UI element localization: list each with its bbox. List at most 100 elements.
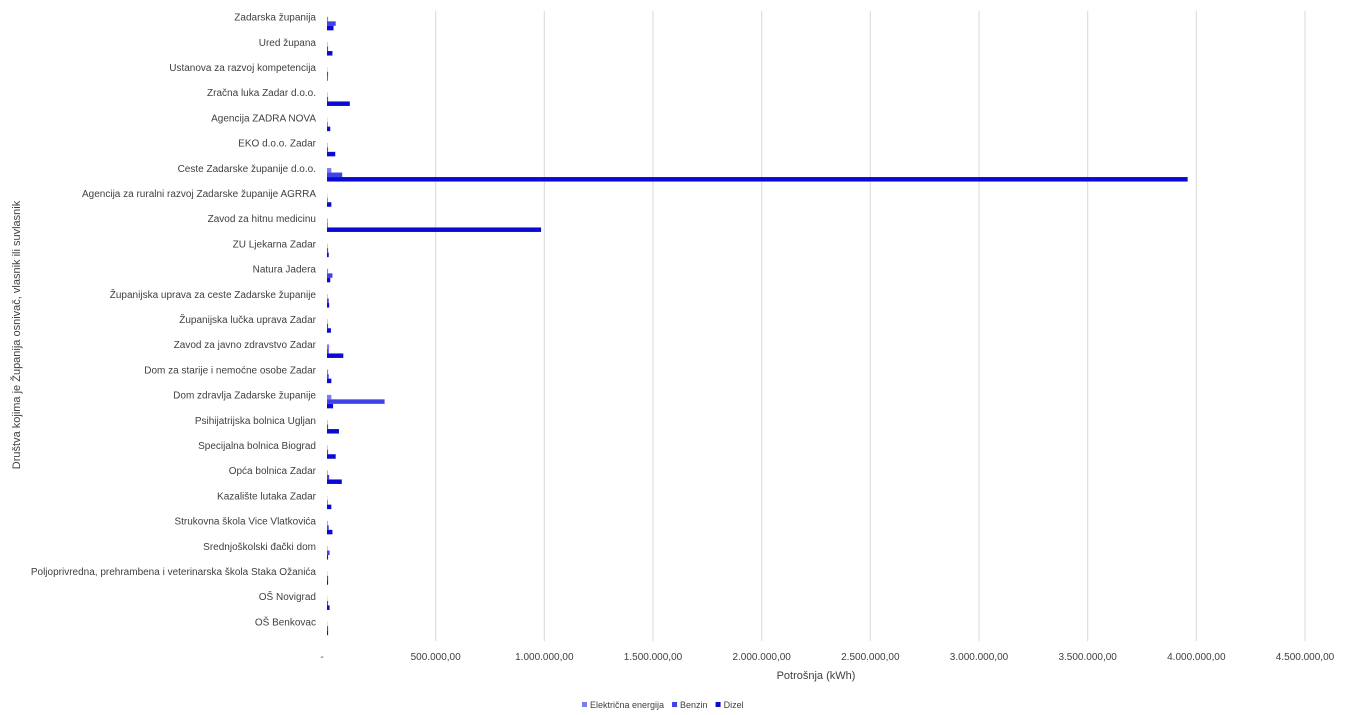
category-label: Županijska lučka uprava Zadar [179,313,316,326]
bar [327,600,329,606]
bar [327,424,329,430]
category-label: Natura Jadera [253,265,317,276]
bar [327,580,329,585]
bar [327,449,329,455]
legend-swatch [582,702,587,707]
bar [327,177,1188,182]
category-label: Specijalna bolnica Biograd [198,441,316,452]
bar [327,630,329,636]
bar [327,16,329,22]
bar [327,51,333,56]
category-label: Poljoprivredna, prehrambena i veterinars… [31,567,317,578]
category-label: Dom za starije i nemoćne osobe Zadar [144,365,316,376]
bar [327,71,329,77]
bar [327,277,331,283]
x-tick-label: 1.500.000,00 [624,652,683,663]
legend-label: Električna energija [590,700,664,710]
category-label: Ured župana [259,38,317,49]
category-label: Opća bolnica Zadar [229,466,317,477]
bar [327,122,328,127]
bars [327,16,1188,636]
legend-label: Dizel [724,700,744,710]
x-tick-label: - [320,652,323,663]
category-label: Županijska uprava za ceste Zadarske župa… [110,288,317,301]
category-label: Zavod za javno zdravstvo Zadar [174,340,317,351]
bar [327,479,342,484]
category-label: Agencija ZADRA NOVA [211,113,316,124]
x-tick-label: 2.500.000,00 [841,652,900,663]
category-labels: Zadarska županija Ured župana Ustanova za … [31,13,317,629]
bar [327,378,332,384]
bar [327,101,350,106]
x-tick-label: 4.500.000,00 [1276,652,1335,663]
y-axis-title: Društva kojima je Županija osnivač, vlas… [10,200,23,469]
bar [327,374,329,379]
bar [327,21,336,26]
x-tick-label: 500.000,00 [411,652,461,663]
legend-swatch [672,702,678,707]
bar [327,470,328,475]
bar [327,197,328,203]
bar [327,429,339,434]
x-tick-label: 3.000.000,00 [950,652,1009,663]
legend-swatch [715,702,721,707]
bar [327,76,328,81]
bar [327,168,332,173]
bar [327,529,333,535]
gridlines [435,11,1306,641]
category-label: Srednjoškolski đački dom [203,542,316,553]
legend-label: Benzin [680,700,708,710]
category-label: Dom zdravlja Zadarske županije [173,391,316,402]
bar [327,151,336,157]
x-tick-label: 2.000.000,00 [732,652,791,663]
bar [327,248,329,253]
bar [327,504,332,510]
bar [327,626,329,631]
bar [327,273,333,278]
category-label: Ustanova za razvoj kompetencija [169,63,316,74]
category-label: Zavod za hitnu medicinu [208,214,316,225]
bar [327,46,329,52]
category-label: ZU Ljekarna Zadar [233,239,317,250]
x-tick-label: 3.500.000,00 [1058,652,1117,663]
bar [327,147,329,152]
bar [327,172,343,178]
bar [327,298,329,304]
category-label: OŠ Benkovac [255,615,316,628]
bar [327,525,329,530]
bar [327,403,334,409]
bar [327,520,328,526]
category-label: OŠ Novigrad [259,590,316,603]
bar [327,555,329,560]
bar [327,344,330,349]
category-label: Ceste Zadarske županije d.o.o. [178,164,316,175]
legend: Električna energija Benzin Dizel [582,700,744,710]
bar [327,353,344,358]
bar [327,348,329,354]
bar [327,202,332,207]
x-tick-label: 4.000.000,00 [1167,652,1226,663]
bar [327,328,331,333]
category-label: Zračna luka Zadar d.o.o. [207,88,316,99]
bar [327,605,330,610]
bar [327,222,328,228]
bar [327,96,329,102]
bar [327,550,330,556]
bar [327,227,542,232]
category-label: Strukovna škola Vice Vlatkovića [174,517,316,528]
category-label: Psihijatrijska bolnica Ugljan [195,416,316,427]
bar [327,454,336,459]
bar [327,126,331,132]
bar [327,575,329,581]
bar [327,500,328,505]
bar [327,252,329,258]
category-label: Agencija za ruralni razvoj Zadarske župa… [82,189,316,200]
bar [327,369,329,375]
bar [327,218,328,223]
x-tick-label: 1.000.000,00 [515,652,574,663]
bar [327,399,385,404]
bar [327,25,334,31]
bar [327,323,329,329]
x-tick-labels: - 500.000,00 1.000.000,00 1.500.000,00 2.000… [320,652,1334,663]
